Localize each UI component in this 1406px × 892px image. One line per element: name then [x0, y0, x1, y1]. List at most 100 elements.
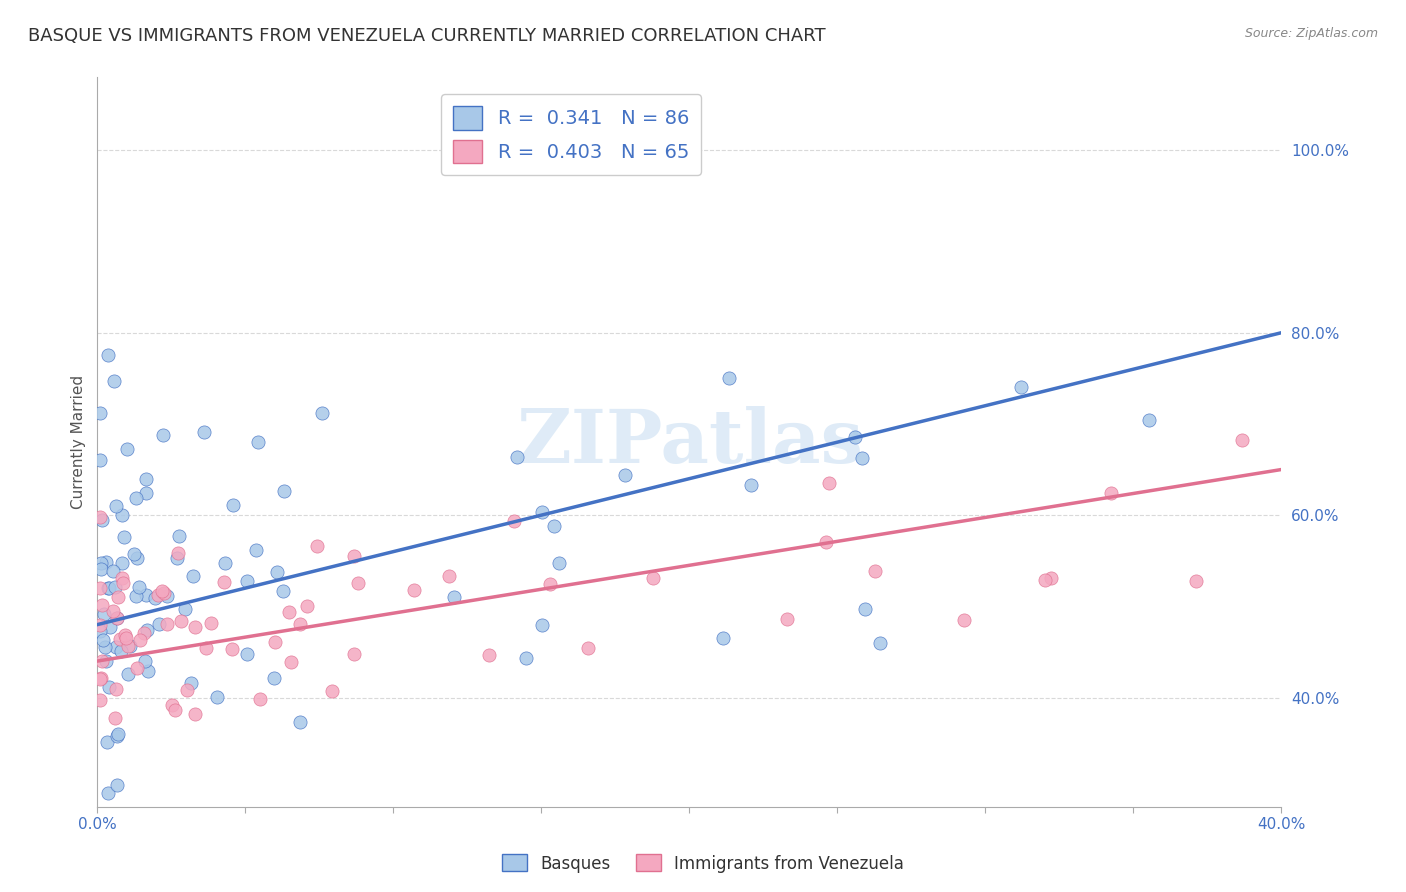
Point	[321, 684, 343, 698]
Point	[174, 602, 197, 616]
Point	[91, 654, 114, 668]
Point	[311, 406, 333, 420]
Point	[105, 611, 128, 625]
Point	[89, 406, 111, 420]
Point	[104, 711, 127, 725]
Text: ZIPatlas: ZIPatlas	[516, 406, 863, 479]
Point	[818, 475, 841, 490]
Point	[105, 611, 128, 625]
Point	[236, 647, 259, 661]
Point	[107, 590, 129, 604]
Point	[305, 539, 328, 553]
Point	[143, 591, 166, 605]
Point	[346, 575, 368, 590]
Point	[112, 530, 135, 544]
Point	[222, 498, 245, 512]
Point	[104, 681, 127, 696]
Point	[207, 690, 229, 704]
Point	[183, 706, 205, 721]
Point	[855, 601, 877, 615]
Point	[110, 632, 132, 647]
Point	[740, 478, 762, 492]
Point	[117, 666, 139, 681]
Point	[104, 640, 127, 655]
Point	[107, 727, 129, 741]
Point	[89, 624, 111, 638]
Point	[93, 607, 115, 621]
Point	[91, 513, 114, 527]
Point	[531, 505, 554, 519]
Point	[266, 566, 288, 580]
Point	[125, 589, 148, 603]
Point	[105, 778, 128, 792]
Point	[576, 641, 599, 656]
Point	[110, 644, 132, 658]
Point	[1010, 380, 1032, 394]
Point	[118, 640, 141, 654]
Point	[135, 588, 157, 602]
Point	[851, 450, 873, 465]
Point	[98, 619, 121, 633]
Point	[103, 374, 125, 388]
Point	[132, 626, 155, 640]
Point	[288, 715, 311, 730]
Point	[193, 425, 215, 439]
Point	[278, 605, 301, 619]
Point	[1184, 574, 1206, 588]
Point	[869, 636, 891, 650]
Point	[136, 665, 159, 679]
Point	[98, 680, 121, 694]
Point	[249, 692, 271, 706]
Point	[280, 655, 302, 669]
Point	[343, 647, 366, 661]
Point	[478, 648, 501, 662]
Point	[98, 581, 121, 595]
Point	[502, 514, 524, 528]
Point	[89, 509, 111, 524]
Point	[844, 430, 866, 444]
Point	[156, 617, 179, 632]
Point	[148, 616, 170, 631]
Point	[104, 580, 127, 594]
Point	[103, 605, 125, 619]
Point	[273, 483, 295, 498]
Point	[89, 581, 111, 595]
Point	[89, 618, 111, 632]
Point	[953, 613, 976, 627]
Point	[443, 590, 465, 604]
Point	[402, 583, 425, 598]
Point	[166, 550, 188, 565]
Point	[169, 529, 191, 543]
Point	[1040, 571, 1063, 585]
Point	[153, 585, 176, 599]
Point	[195, 640, 218, 655]
Point	[128, 580, 150, 594]
Point	[90, 598, 112, 612]
Point	[136, 624, 159, 638]
Point	[89, 672, 111, 686]
Y-axis label: Currently Married: Currently Married	[72, 376, 86, 509]
Point	[273, 583, 295, 598]
Point	[717, 371, 740, 385]
Point	[114, 628, 136, 642]
Point	[97, 582, 120, 596]
Point	[89, 692, 111, 706]
Point	[538, 577, 561, 591]
Point	[125, 491, 148, 505]
Point	[1230, 434, 1253, 448]
Point	[129, 632, 152, 647]
Point	[212, 574, 235, 589]
Point	[89, 850, 111, 864]
Point	[711, 631, 734, 645]
Point	[200, 615, 222, 630]
Point	[125, 551, 148, 566]
Point	[134, 654, 156, 668]
Point	[180, 676, 202, 690]
Point	[246, 434, 269, 449]
Legend: R =  0.341   N = 86, R =  0.403   N = 65: R = 0.341 N = 86, R = 0.403 N = 65	[441, 95, 700, 175]
Point	[135, 472, 157, 486]
Point	[163, 703, 186, 717]
Point	[117, 442, 139, 456]
Point	[90, 556, 112, 570]
Point	[863, 564, 886, 578]
